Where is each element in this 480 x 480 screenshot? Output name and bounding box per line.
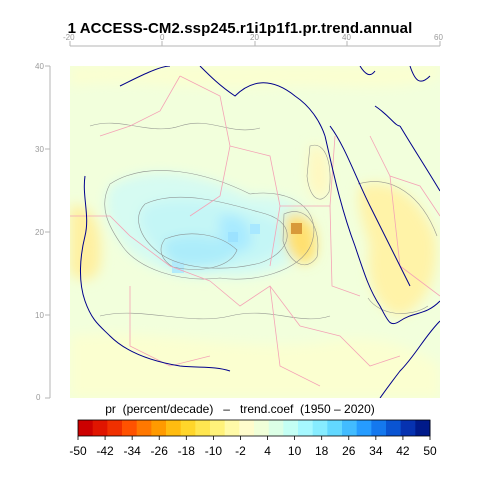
- colorbar-cell: [122, 420, 138, 436]
- colorbar-cell: [371, 420, 387, 436]
- lon-tick-label: 20: [250, 33, 259, 42]
- colorbar-tick-label: -34: [123, 444, 141, 458]
- lon-tick-label: 40: [342, 33, 351, 42]
- colorbar-cell: [78, 420, 94, 436]
- colorbar-cell: [136, 420, 152, 436]
- colorbar-tick-label: -10: [204, 444, 223, 458]
- colorbar-label: pr (percent/decade) – trend.coef (1950 –…: [105, 402, 375, 416]
- colorbar-tick-label: 18: [315, 444, 329, 458]
- colorbar-cell: [415, 420, 431, 436]
- map-title: 1 ACCESS-CM2.ssp245.r1i1p1f1.pr.trend.an…: [67, 20, 413, 37]
- colorbar-tick-label: 26: [342, 444, 356, 458]
- colorbar-tick-label: -42: [96, 444, 114, 458]
- lat-tick-label: 0: [36, 393, 41, 402]
- colorbar-tick-label: 50: [423, 444, 437, 458]
- colorbar-tick-label: 10: [287, 444, 302, 458]
- colorbar-cell: [107, 420, 123, 436]
- lon-tick-label: 0: [160, 33, 165, 42]
- colorbar-tick-label: -18: [177, 444, 195, 458]
- colorbar-tick-label: -26: [150, 444, 168, 458]
- colorbar-cell: [239, 420, 255, 436]
- colorbar-cell: [268, 420, 284, 436]
- colorbar-cell: [254, 420, 270, 436]
- colorbar-cell: [298, 420, 314, 436]
- colorbar-ticks: [77, 436, 431, 440]
- lat-tick-label: 30: [35, 145, 44, 154]
- colorbar-cell: [210, 420, 226, 436]
- colorbar-tick-label: -2: [235, 444, 246, 458]
- colorbar-tick-label: -50: [69, 444, 87, 458]
- colorbar-cell: [195, 420, 211, 436]
- colorbar-cell: [224, 420, 240, 436]
- lon-tick-label: -20: [63, 33, 75, 42]
- colorbar-cell: [180, 420, 196, 436]
- colorbar-cell: [92, 420, 108, 436]
- colorbar-cell: [386, 420, 402, 436]
- trend-shading: [70, 66, 440, 398]
- precip-trend-map: [70, 66, 440, 398]
- trend-cell: [250, 224, 260, 234]
- trend-contours: [89, 122, 438, 320]
- lat-tick-label: 20: [35, 228, 44, 237]
- colorbar-cell: [312, 420, 328, 436]
- colorbar-tick-label: 4: [264, 444, 271, 458]
- map-field: [70, 66, 440, 398]
- colorbar-cell: [342, 420, 358, 436]
- colorbar-cell: [166, 420, 182, 436]
- colorbar-cells: [78, 420, 431, 436]
- colorbar-tick-label: 42: [396, 444, 410, 458]
- colorbar-frame: [77, 419, 431, 437]
- colorbar-cell: [151, 420, 167, 436]
- lat-tick-label: 10: [35, 311, 44, 320]
- trend-hotspot: [291, 223, 302, 234]
- colorbar-cell: [400, 420, 416, 436]
- colorbar-tick-label: 34: [369, 444, 383, 458]
- coastline: [79, 66, 440, 398]
- colorbar-cell: [283, 420, 299, 436]
- lat-tick-label: 40: [35, 62, 44, 71]
- country-borders: [70, 75, 440, 387]
- colorbar-cell: [356, 420, 372, 436]
- lon-tick-label: 60: [434, 33, 443, 42]
- colorbar-cell: [327, 420, 343, 436]
- trend-cell: [228, 232, 238, 242]
